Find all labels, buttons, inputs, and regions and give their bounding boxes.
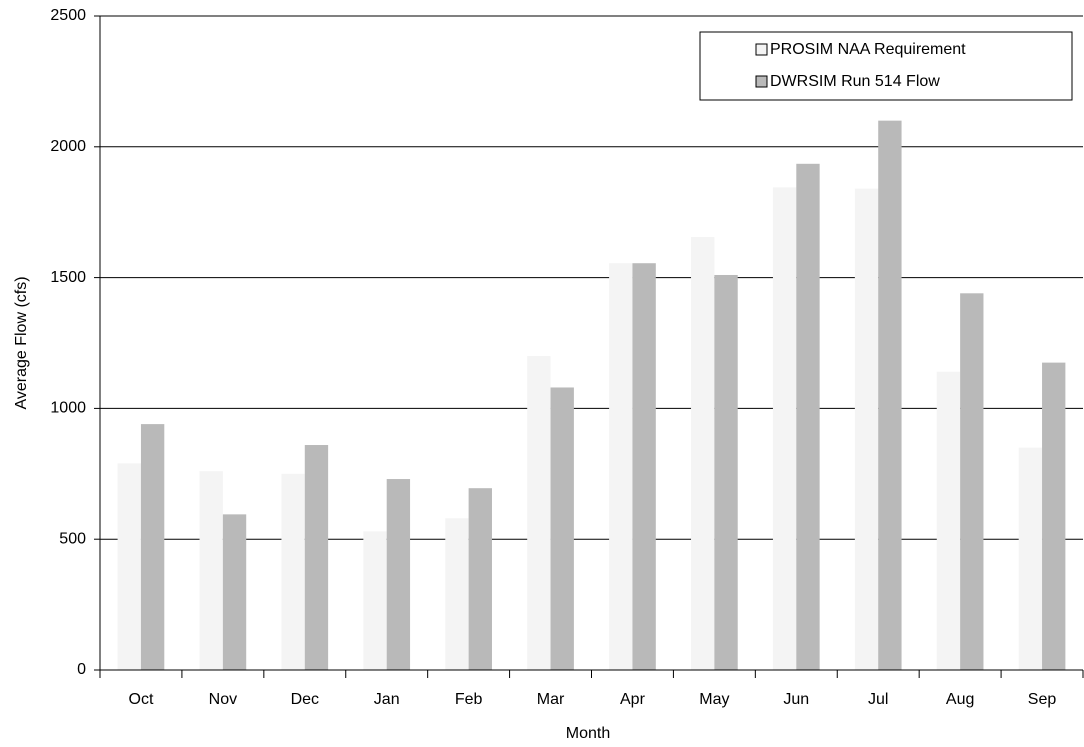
legend-swatch <box>755 75 768 88</box>
bar <box>445 518 469 670</box>
bar <box>960 293 984 670</box>
bar <box>1042 362 1066 670</box>
bar <box>796 163 820 670</box>
x-tick-label: Oct <box>129 691 154 708</box>
x-tick-label: Apr <box>620 691 646 708</box>
bar <box>140 424 165 670</box>
legend-label: PROSIM NAA Requirement <box>770 41 966 58</box>
bar <box>281 473 305 670</box>
y-tick-label: 500 <box>59 530 86 547</box>
bar <box>117 463 141 670</box>
bar <box>304 445 329 670</box>
bar <box>1018 447 1043 670</box>
bar <box>714 274 738 670</box>
bar <box>691 237 715 670</box>
bar <box>527 356 551 670</box>
bar <box>936 371 961 670</box>
y-tick-label: 0 <box>77 661 86 678</box>
bar <box>468 488 492 670</box>
legend-box <box>699 31 1073 101</box>
y-tick-label: 2000 <box>50 138 86 155</box>
x-tick-label: Nov <box>209 691 237 708</box>
legend-swatch <box>755 43 768 56</box>
bar <box>772 187 797 670</box>
y-tick-label: 1000 <box>50 400 86 417</box>
bar <box>878 120 902 670</box>
y-tick-label: 2500 <box>50 7 86 24</box>
x-tick-label: Jan <box>374 691 400 708</box>
bar <box>854 188 879 670</box>
bar <box>550 387 574 670</box>
x-tick-label: Dec <box>291 691 319 708</box>
x-tick-label: Feb <box>455 691 483 708</box>
bar <box>609 263 633 670</box>
x-tick-label: Mar <box>537 691 565 708</box>
x-axis-label: Month <box>566 725 610 742</box>
x-tick-label: May <box>699 691 729 708</box>
x-tick-label: Jul <box>868 691 888 708</box>
x-tick-label: Aug <box>946 691 974 708</box>
legend-label: DWRSIM Run 514 Flow <box>770 73 940 90</box>
bar <box>222 514 247 670</box>
x-tick-label: Sep <box>1028 691 1057 708</box>
bar <box>363 531 387 670</box>
bar <box>632 263 656 670</box>
bar <box>386 479 411 670</box>
x-tick-label: Jun <box>783 691 809 708</box>
y-tick-label: 1500 <box>50 269 86 286</box>
bar <box>199 471 223 670</box>
y-axis-label: Average Flow (cfs) <box>13 276 30 409</box>
